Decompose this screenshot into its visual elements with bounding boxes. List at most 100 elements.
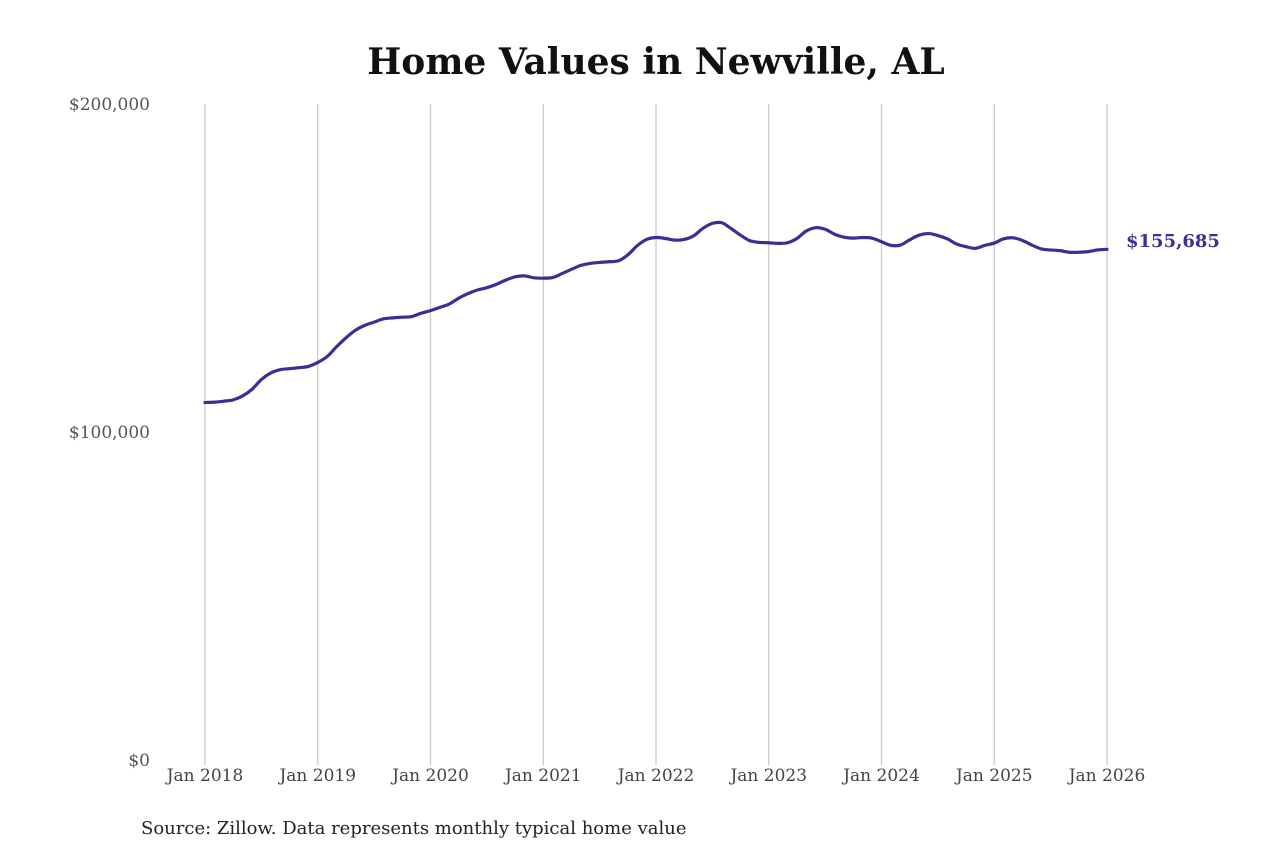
data-point bbox=[222, 399, 225, 403]
data-point bbox=[908, 238, 911, 241]
data-point bbox=[776, 242, 780, 245]
data-point bbox=[1021, 239, 1024, 242]
series-layer bbox=[203, 220, 1109, 405]
data-point bbox=[325, 355, 329, 358]
data-point bbox=[786, 241, 789, 244]
data-point bbox=[542, 276, 545, 280]
data-point bbox=[1058, 249, 1062, 252]
data-point bbox=[861, 236, 864, 239]
data-point bbox=[823, 228, 827, 231]
data-point bbox=[250, 388, 254, 391]
data-point bbox=[805, 229, 808, 233]
data-point bbox=[1087, 250, 1090, 253]
data-point bbox=[983, 244, 987, 247]
x-tick-label: Jan 2026 bbox=[1067, 766, 1146, 786]
x-tick-label: Jan 2022 bbox=[616, 766, 695, 786]
y-tick-label: $0 bbox=[128, 751, 150, 771]
data-point bbox=[739, 234, 742, 237]
x-tick-label: Jan 2021 bbox=[503, 766, 582, 786]
data-point bbox=[485, 286, 489, 289]
data-point bbox=[682, 238, 686, 241]
data-point bbox=[241, 394, 244, 398]
x-tick-label: Jan 2019 bbox=[277, 766, 356, 786]
data-point bbox=[889, 244, 893, 247]
data-point bbox=[664, 237, 667, 240]
data-point bbox=[570, 268, 573, 271]
data-point bbox=[260, 378, 263, 381]
data-point bbox=[899, 243, 902, 247]
data-point bbox=[1049, 248, 1052, 252]
data-point bbox=[964, 245, 968, 248]
data-point bbox=[870, 236, 874, 240]
data-point bbox=[297, 366, 301, 369]
data-point bbox=[213, 400, 216, 404]
y-tick-label: $100,000 bbox=[69, 423, 150, 443]
data-point bbox=[429, 309, 432, 312]
data-point bbox=[372, 320, 376, 324]
data-point bbox=[457, 296, 460, 300]
data-point bbox=[288, 367, 291, 370]
data-point bbox=[955, 242, 958, 246]
x-tick-label: Jan 2020 bbox=[390, 766, 469, 786]
data-point bbox=[335, 345, 338, 348]
data-point bbox=[391, 316, 395, 320]
data-point bbox=[363, 324, 366, 327]
chart-title: Home Values in Newville, AL bbox=[367, 41, 944, 83]
data-point bbox=[410, 315, 413, 318]
data-point bbox=[654, 236, 658, 239]
data-point bbox=[842, 235, 846, 239]
data-point bbox=[269, 371, 272, 375]
data-point bbox=[758, 241, 761, 244]
gridlines bbox=[204, 104, 1108, 765]
data-point bbox=[814, 226, 817, 229]
data-point bbox=[307, 365, 310, 368]
data-point bbox=[917, 234, 921, 237]
data-point bbox=[523, 274, 526, 278]
data-point bbox=[946, 237, 949, 241]
data-point bbox=[607, 260, 611, 263]
data-point bbox=[419, 312, 423, 315]
data-point bbox=[936, 234, 940, 237]
data-point bbox=[1077, 251, 1081, 254]
data-point bbox=[927, 232, 930, 235]
data-point bbox=[795, 237, 799, 240]
data-point bbox=[495, 283, 498, 286]
data-point bbox=[974, 247, 977, 250]
x-tick-label: Jan 2018 bbox=[165, 766, 244, 786]
data-point bbox=[513, 275, 517, 279]
data-point bbox=[1011, 236, 1015, 240]
data-point bbox=[344, 336, 348, 340]
data-point bbox=[626, 253, 630, 257]
data-point bbox=[833, 233, 836, 236]
data-point bbox=[711, 222, 714, 225]
data-point bbox=[852, 236, 855, 240]
data-point bbox=[673, 238, 676, 242]
data-point bbox=[316, 361, 319, 364]
y-tick-label: $200,000 bbox=[69, 95, 150, 115]
end-value-label: $155,685 bbox=[1126, 231, 1220, 252]
data-point bbox=[579, 264, 583, 267]
data-point bbox=[1002, 237, 1005, 241]
data-point bbox=[532, 276, 536, 280]
x-tick-label: Jan 2023 bbox=[728, 766, 807, 786]
data-point bbox=[476, 288, 479, 292]
data-point bbox=[880, 240, 883, 243]
data-point bbox=[748, 239, 752, 242]
x-tick-label: Jan 2025 bbox=[954, 766, 1033, 786]
data-point bbox=[551, 276, 554, 279]
data-point bbox=[692, 234, 695, 238]
data-point bbox=[589, 262, 592, 265]
data-point bbox=[438, 306, 442, 309]
data-point bbox=[203, 401, 207, 404]
data-point bbox=[993, 241, 996, 245]
data-point bbox=[1040, 247, 1043, 251]
data-point bbox=[1068, 251, 1071, 254]
source-note: Source: Zillow. Data represents monthly … bbox=[141, 818, 687, 839]
data-point bbox=[354, 329, 357, 332]
data-point bbox=[504, 278, 507, 282]
data-point bbox=[645, 238, 648, 241]
data-point bbox=[720, 221, 723, 224]
data-point bbox=[448, 302, 451, 306]
data-point bbox=[382, 317, 385, 321]
data-point bbox=[701, 227, 705, 230]
